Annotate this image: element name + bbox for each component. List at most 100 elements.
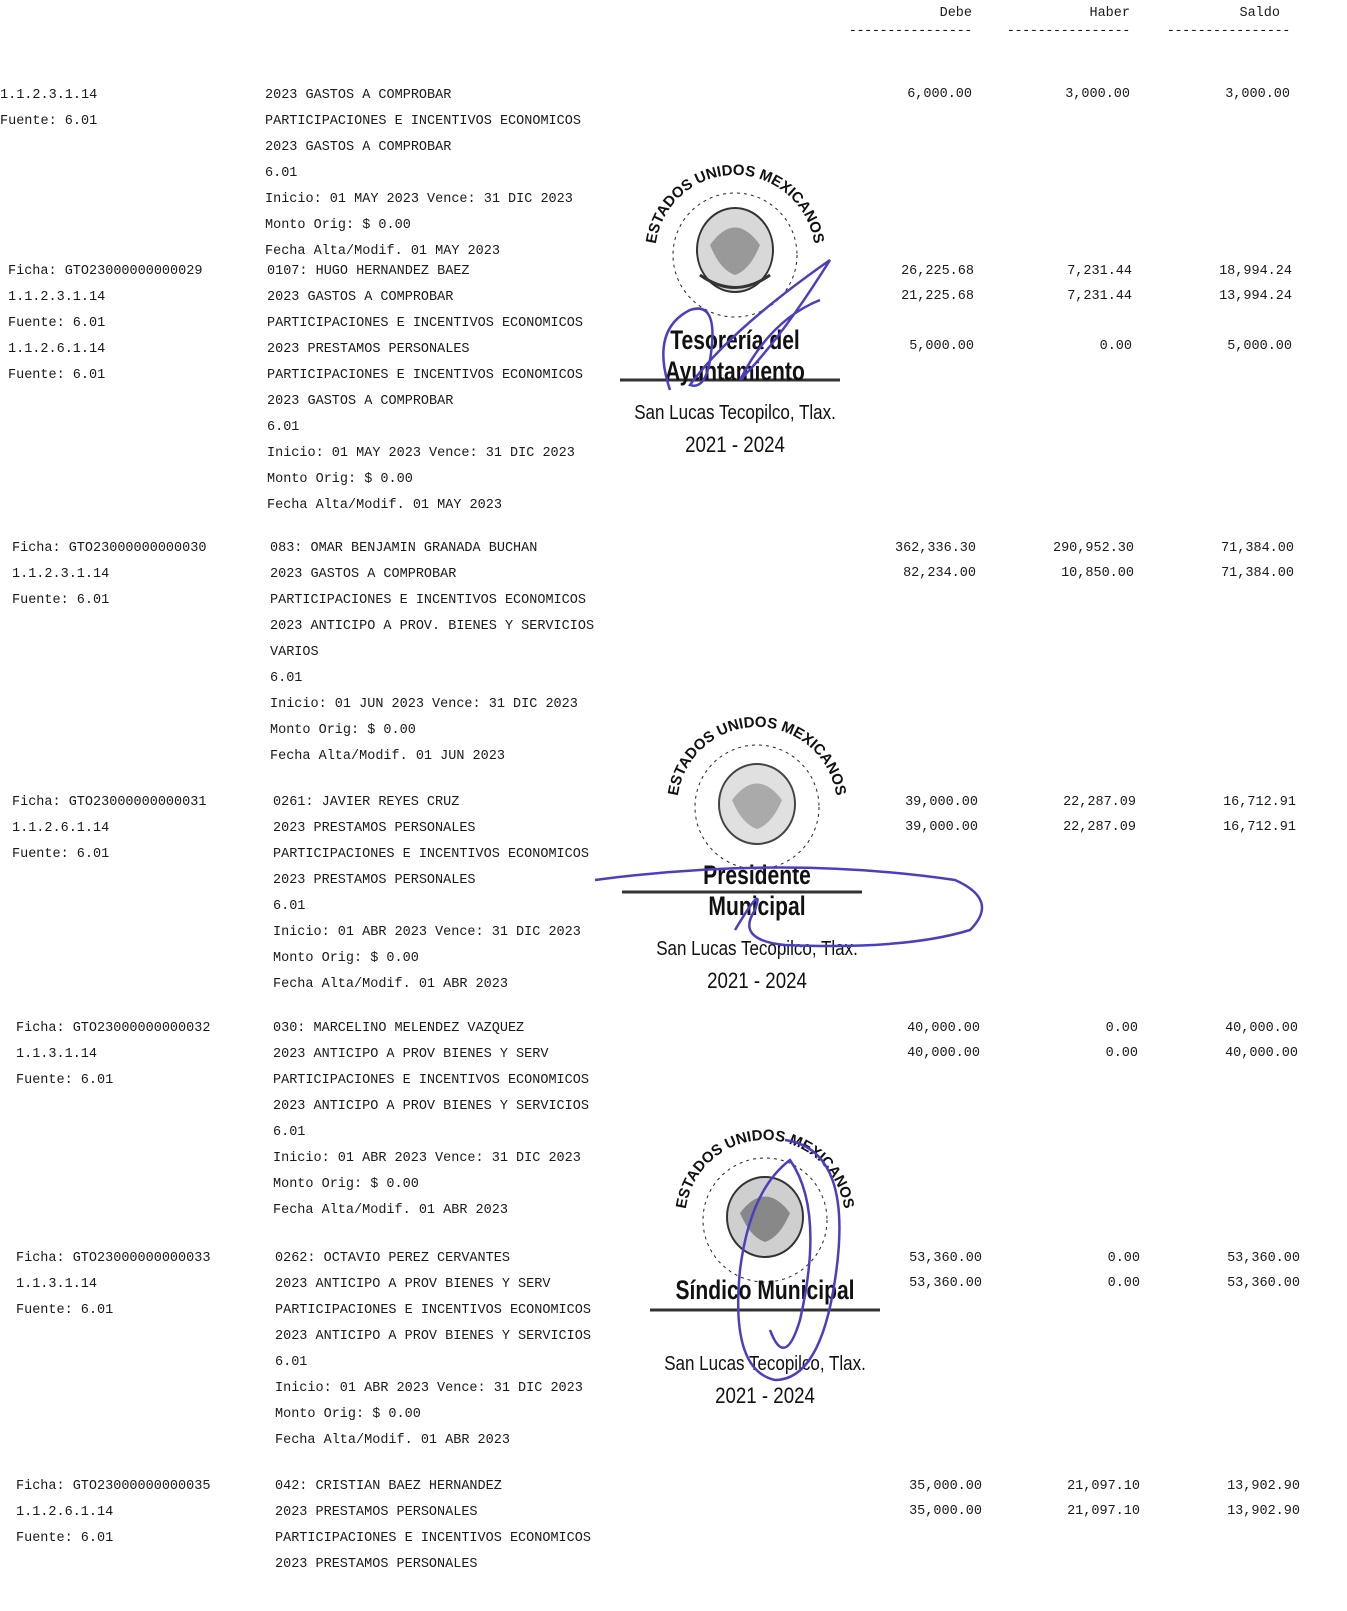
stamp-years: 2021 - 2024 xyxy=(685,432,785,457)
column-header: Debe Haber Saldo ---------------- ------… xyxy=(0,4,1347,44)
description-line: PARTICIPACIONES E INCENTIVOS ECONOMICOS xyxy=(265,114,581,129)
debe-amount: 40,000.00 xyxy=(907,1046,980,1061)
debe-amount: 40,000.00 xyxy=(907,1021,980,1036)
saldo-amount: 5,000.00 xyxy=(1227,339,1292,354)
description-line: Fecha Alta/Modif. 01 JUN 2023 xyxy=(270,749,505,764)
description-line: 2023 ANTICIPO A PROV. BIENES Y SERVICIOS xyxy=(270,619,595,634)
description-line: 042: CRISTIAN BAEZ HERNANDEZ xyxy=(275,1479,502,1494)
debe-amount: 39,000.00 xyxy=(905,820,978,835)
description-line: 6.01 xyxy=(270,671,303,686)
description-line: 0261: JAVIER REYES CRUZ xyxy=(273,795,460,810)
stamp-title: Síndico Municipal xyxy=(675,1275,855,1305)
account-line: Fuente: 6.01 xyxy=(0,114,98,129)
description-line: Inicio: 01 JUN 2023 Vence: 31 DIC 2023 xyxy=(270,697,578,712)
account-line: Fuente: 6.01 xyxy=(16,1531,114,1546)
account-line: 1.1.2.3.1.14 xyxy=(0,88,98,103)
debe-amount: 53,360.00 xyxy=(909,1276,982,1291)
description-line: 2023 GASTOS A COMPROBAR xyxy=(267,394,454,409)
description-line: Fecha Alta/Modif. 01 MAY 2023 xyxy=(267,498,502,513)
haber-amount: 290,952.30 xyxy=(1052,541,1134,556)
stamp-title: Tesorería del Ayuntamiento xyxy=(665,325,805,386)
header-rule: ---------------- xyxy=(848,24,972,39)
description-line: Fecha Alta/Modif. 01 ABR 2023 xyxy=(275,1433,510,1448)
account-line: Fuente: 6.01 xyxy=(8,316,106,331)
description-line: Inicio: 01 ABR 2023 Vence: 31 DIC 2023 xyxy=(273,925,581,940)
official-stamp: ESTADOS UNIDOS MEXICANOS Tesorería del A… xyxy=(600,150,870,457)
account-line: Fuente: 6.01 xyxy=(16,1303,114,1318)
description-line: PARTICIPACIONES E INCENTIVOS ECONOMICOS xyxy=(270,593,586,608)
account-line: Ficha: GTO23000000000029 xyxy=(8,264,203,279)
haber-amount: 10,850.00 xyxy=(1061,566,1134,581)
haber-amount: 7,231.44 xyxy=(1067,289,1132,304)
saldo-amount: 53,360.00 xyxy=(1227,1251,1300,1266)
saldo-amount: 71,384.00 xyxy=(1221,566,1294,581)
description-column: 030: MARCELINO MELENDEZ VAZQUEZ 2023 ANTI… xyxy=(273,1016,693,1224)
stamp-place: San Lucas Tecopilco, Tlax. xyxy=(656,938,858,960)
description-line: 2023 PRESTAMOS PERSONALES xyxy=(275,1505,478,1520)
haber-amount: 22,287.09 xyxy=(1063,795,1136,810)
description-line: 2023 GASTOS A COMPROBAR xyxy=(267,290,454,305)
description-line: 6.01 xyxy=(275,1355,308,1370)
description-column: 0261: JAVIER REYES CRUZ 2023 PRESTAMOS PE… xyxy=(273,790,693,998)
haber-amount: 21,097.10 xyxy=(1067,1504,1140,1519)
description-line: 2023 GASTOS A COMPROBAR xyxy=(270,567,457,582)
account-column: Ficha: GTO23000000000033 1.1.3.1.14 Fuente… xyxy=(16,1246,436,1324)
saldo-amount: 40,000.00 xyxy=(1225,1021,1298,1036)
account-line: Ficha: GTO23000000000031 xyxy=(12,795,207,810)
description-line: 0262: OCTAVIO PEREZ CERVANTES xyxy=(275,1251,510,1266)
debe-amount xyxy=(822,57,972,83)
haber-amount: 0.00 xyxy=(1105,1046,1138,1061)
saldo-amount: 13,902.90 xyxy=(1227,1479,1300,1494)
description-line: 0107: HUGO HERNANDEZ BAEZ xyxy=(267,264,470,279)
description-column: 0107: HUGO HERNANDEZ BAEZ 2023 GASTOS A C… xyxy=(267,259,687,519)
description-line: Monto Orig: $ 0.00 xyxy=(265,218,411,233)
description-column: 0262: OCTAVIO PEREZ CERVANTES 2023 ANTICI… xyxy=(275,1246,695,1454)
description-line: Monto Orig: $ 0.00 xyxy=(270,723,416,738)
stamp-place: San Lucas Tecopilco, Tlax. xyxy=(634,402,836,424)
official-stamp: ESTADOS UNIDOS MEXICANOS Síndico Municip… xyxy=(630,1125,900,1408)
description-line: Monto Orig: $ 0.00 xyxy=(267,472,413,487)
national-seal-icon: ESTADOS UNIDOS MEXICANOS xyxy=(622,714,862,894)
description-line: Inicio: 01 MAY 2023 Vence: 31 DIC 2023 xyxy=(265,192,573,207)
description-line: PARTICIPACIONES E INCENTIVOS ECONOMICOS xyxy=(273,1073,589,1088)
account-column: Ficha: GTO23000000000035 1.1.2.6.1.14 Fuen… xyxy=(16,1474,436,1552)
description-line xyxy=(265,57,685,83)
description-line: Monto Orig: $ 0.00 xyxy=(273,951,419,966)
header-rule: ---------------- xyxy=(1006,24,1130,39)
description-line: 030: MARCELINO MELENDEZ VAZQUEZ xyxy=(273,1021,525,1036)
description-line: 2023 PRESTAMOS PERSONALES xyxy=(275,1557,478,1572)
description-line: 6.01 xyxy=(267,420,300,435)
description-line: Monto Orig: $ 0.00 xyxy=(275,1407,421,1422)
debe-amount: 82,234.00 xyxy=(903,566,976,581)
description-line: 6.01 xyxy=(265,166,298,181)
account-column: Ficha: GTO23000000000029 1.1.2.3.1.14 Fuen… xyxy=(8,259,428,389)
saldo-amount: 71,384.00 xyxy=(1221,541,1294,556)
debe-amount: 362,336.30 xyxy=(894,541,976,556)
saldo-amount: 13,994.24 xyxy=(1219,289,1292,304)
saldo-header: Saldo xyxy=(1239,6,1280,21)
debe-amount: 5,000.00 xyxy=(909,339,974,354)
description-line: Fecha Alta/Modif. 01 ABR 2023 xyxy=(273,1203,508,1218)
description-line: 2023 GASTOS A COMPROBAR xyxy=(265,140,452,155)
description-line: 2023 ANTICIPO A PROV BIENES Y SERVICIOS xyxy=(273,1099,589,1114)
saldo-amount: 16,712.91 xyxy=(1223,820,1296,835)
saldo-amount: 13,902.90 xyxy=(1227,1504,1300,1519)
account-line: Ficha: GTO23000000000030 xyxy=(12,541,207,556)
debe-amount: 39,000.00 xyxy=(905,795,978,810)
account-line: Ficha: GTO23000000000032 xyxy=(16,1021,211,1036)
account-line: 1.1.2.3.1.14 xyxy=(12,567,110,582)
saldo-amount: 18,994.24 xyxy=(1219,264,1292,279)
description-line: 6.01 xyxy=(273,899,306,914)
description-line: 2023 ANTICIPO A PROV BIENES Y SERV xyxy=(275,1277,551,1292)
description-line: Inicio: 01 ABR 2023 Vence: 31 DIC 2023 xyxy=(275,1381,583,1396)
saldo-amount: 16,712.91 xyxy=(1223,795,1296,810)
description-column: 042: CRISTIAN BAEZ HERNANDEZ 2023 PRESTAM… xyxy=(275,1474,695,1578)
haber-amount: 0.00 xyxy=(1107,1276,1140,1291)
haber-amount: 0.00 xyxy=(1099,339,1132,354)
account-line: Ficha: GTO23000000000033 xyxy=(16,1251,211,1266)
saldo-amount xyxy=(1140,57,1290,83)
description-line: 2023 GASTOS A COMPROBAR xyxy=(265,88,452,103)
account-column: 1.1.2.3.1.14 Fuente: 6.01 xyxy=(0,57,420,135)
haber-amount: 0.00 xyxy=(1107,1251,1140,1266)
